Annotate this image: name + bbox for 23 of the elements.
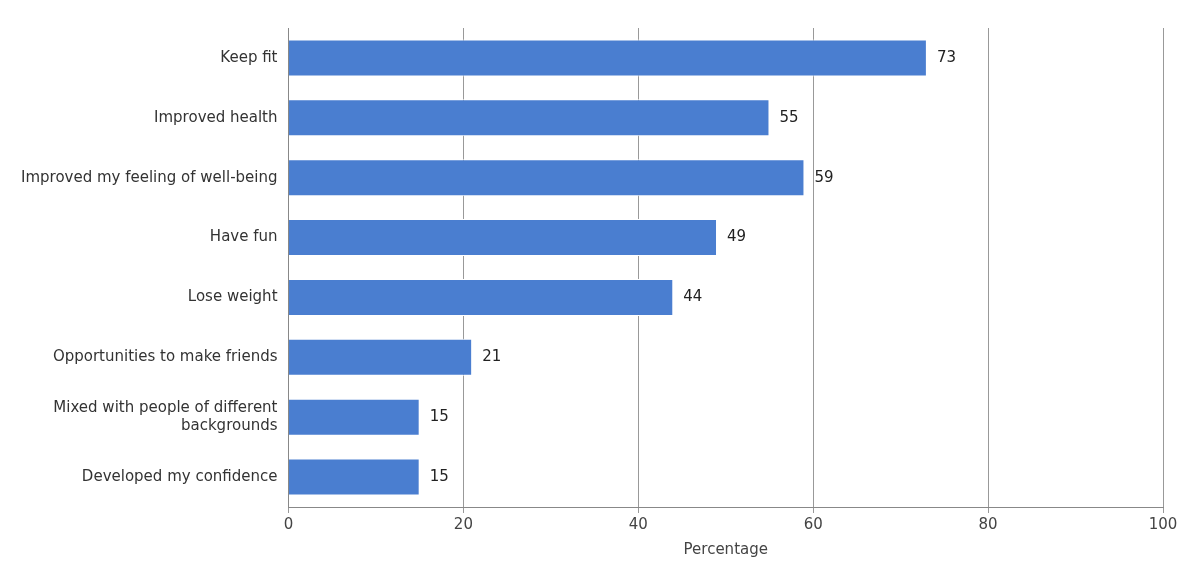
x-tick-label: 40 [628,514,648,533]
x-tick-label: 20 [453,514,473,533]
y-tick-label: Have fun [209,227,278,246]
y-tick-label: Improved my feeling of well-being [20,167,278,186]
data-label: 59 [814,167,834,186]
x-tick-label: 100 [1148,514,1178,533]
data-label: 15 [429,407,449,426]
y-tick-label: Lose weight [187,287,278,306]
y-tick-label: Mixed with people of different backgrounds [53,398,278,435]
data-label: 55 [779,107,799,126]
x-tick-label: 60 [803,514,823,533]
y-tick-label: Opportunities to make friends [52,347,278,366]
data-label: 15 [429,466,449,485]
y-tick-label: Keep fit [220,47,278,66]
x-tick-label: 80 [978,514,998,533]
data-label: 73 [936,47,956,66]
y-tick-label: Developed my confidence [81,466,278,485]
data-label: 49 [727,227,747,246]
y-tick-label: Improved health [154,107,278,126]
x-axis-title: Percentage [683,539,768,558]
x-tick-label: 0 [283,514,294,533]
data-label: 44 [683,287,703,306]
data-label: 21 [482,347,502,366]
